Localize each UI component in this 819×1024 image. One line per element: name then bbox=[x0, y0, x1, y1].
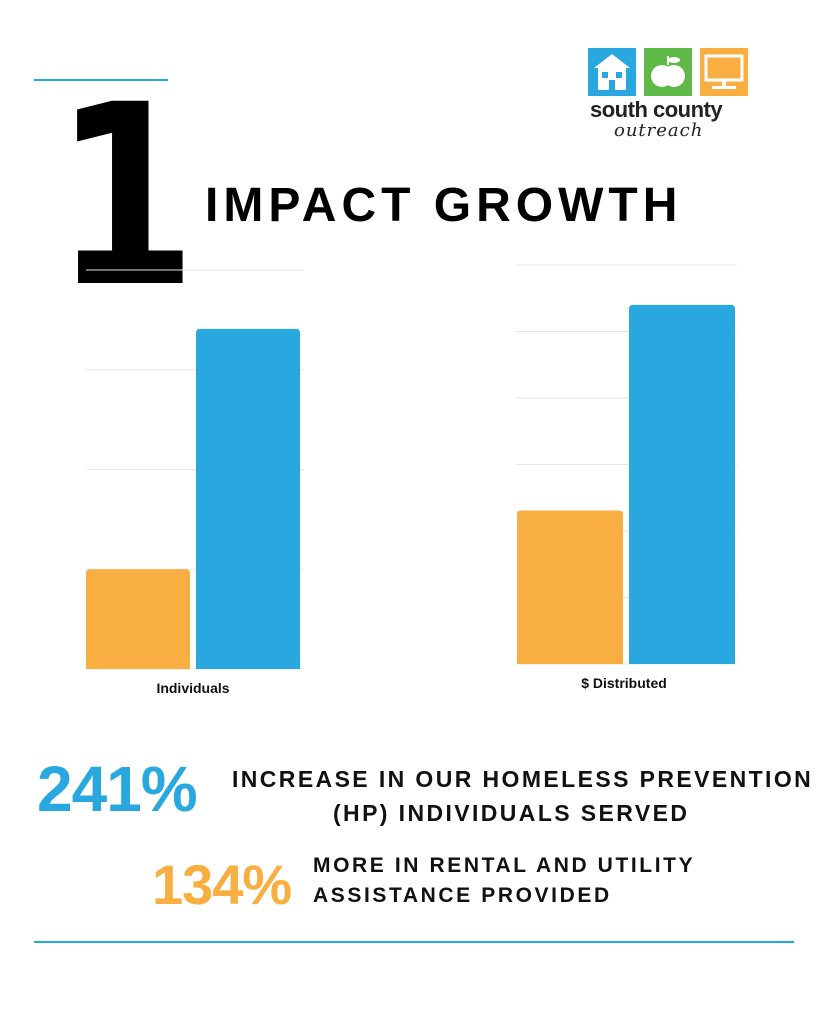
house-icon bbox=[588, 48, 636, 96]
bar-current bbox=[629, 304, 735, 664]
stat-description-line: INCREASE IN OUR HOMELESS PREVENTION bbox=[232, 766, 814, 792]
individuals-chart-plot bbox=[86, 269, 304, 670]
stat-percent-assistance: 134% bbox=[152, 853, 292, 916]
bar-baseline bbox=[517, 510, 623, 664]
distributed-chart: $ Distributed bbox=[490, 255, 750, 695]
stat-description-line: ASSISTANCE PROVIDED bbox=[313, 884, 612, 907]
apple-icon bbox=[644, 48, 692, 96]
page-title: IMPACT GROWTH bbox=[205, 179, 683, 232]
distributed-chart-plot bbox=[517, 264, 737, 665]
bar-current bbox=[196, 328, 300, 669]
computer-icon bbox=[700, 48, 748, 96]
top-divider bbox=[34, 79, 168, 81]
logo-name: south county bbox=[590, 97, 723, 122]
stat-percent-individuals: 241% bbox=[37, 753, 198, 825]
logo-tiles bbox=[588, 48, 748, 96]
stat-description-line: (HP) INDIVIDUALS SERVED bbox=[333, 800, 690, 826]
bar-baseline bbox=[86, 569, 190, 669]
individuals-chart: Individuals bbox=[60, 260, 320, 700]
logo-subtitle: outreach bbox=[614, 120, 704, 141]
chart-category-label: Individuals bbox=[156, 680, 230, 696]
stat-description-line: MORE IN RENTAL AND UTILITY bbox=[313, 854, 696, 877]
bottom-divider bbox=[34, 941, 794, 943]
section-number: 1 bbox=[54, 51, 197, 342]
logo: south county outreach bbox=[588, 48, 748, 148]
chart-category-label: $ Distributed bbox=[581, 675, 667, 691]
